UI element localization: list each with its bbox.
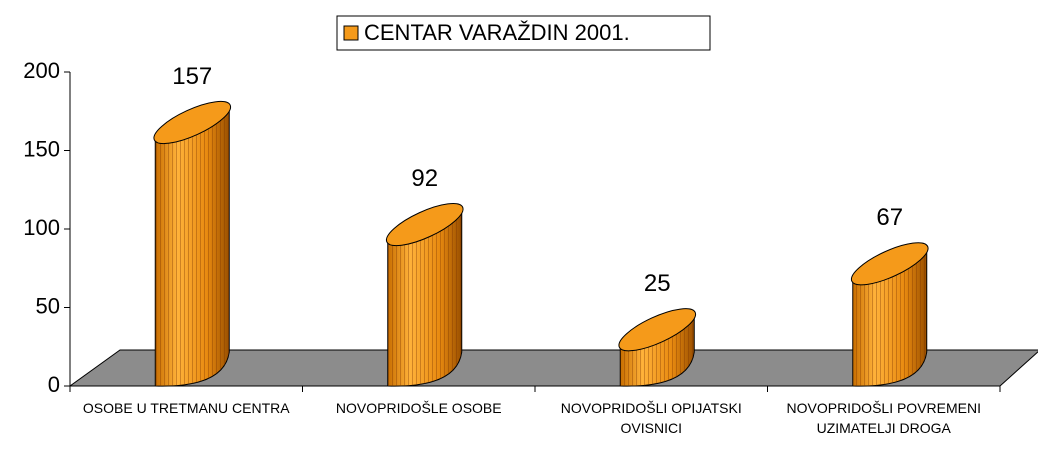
y-tick-label: 200 <box>23 58 60 83</box>
cylinder <box>153 100 232 387</box>
value-label: 67 <box>876 204 903 231</box>
y-tick-label: 100 <box>23 215 60 240</box>
value-label: 92 <box>411 165 438 192</box>
value-label: 157 <box>172 63 212 90</box>
cylinder <box>850 242 929 387</box>
legend-box <box>336 15 711 51</box>
x-tick-label: NOVOPRIDOŠLE OSOBE <box>335 400 502 416</box>
cylinder <box>385 203 464 387</box>
y-tick-label: 0 <box>48 372 60 397</box>
legend-label: CENTAR VARAŽDIN 2001. <box>364 20 630 45</box>
x-tick-label: NOVOPRIDOŠLI POVREMENI UZIMATELJI DROGA <box>786 400 981 436</box>
x-tick-label: OSOBE U TRETMANU CENTRA <box>82 400 290 416</box>
x-tick-label: NOVOPRIDOŠLI OPIJATSKI OVISNICI <box>560 400 742 436</box>
y-tick-label: 150 <box>23 136 60 161</box>
legend-swatch <box>343 25 359 41</box>
value-label: 25 <box>644 270 671 297</box>
cylinder <box>618 308 697 387</box>
y-tick-label: 50 <box>36 293 60 318</box>
